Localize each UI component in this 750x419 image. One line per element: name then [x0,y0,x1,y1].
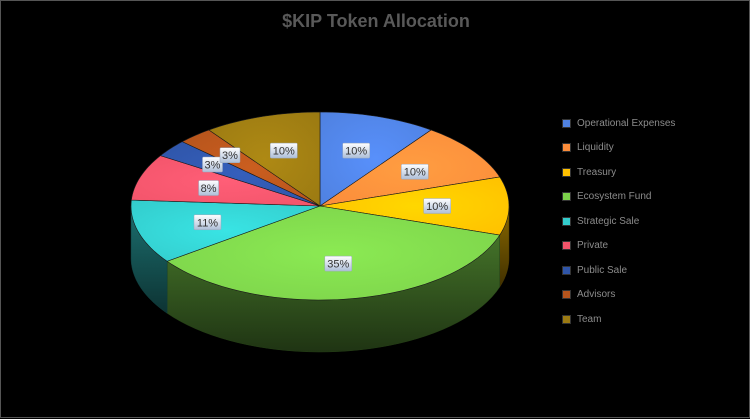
legend-swatch [562,290,571,300]
legend-label: Team [577,313,602,325]
pie-slice-advisors [181,129,321,207]
pie-slice-ecosystem-fund [166,205,501,301]
legend-swatch [562,143,571,153]
legend-label: Public Sale [577,264,628,276]
legend-label: Advisors [577,289,616,301]
legend-swatch [562,167,571,177]
svg-text:11%: 11% [197,217,218,229]
legend-swatch [562,192,571,202]
pie-slice-operational-expenses [319,111,432,207]
data-label-advisors: 3% [219,147,241,163]
legend-item: Liquidity [562,136,742,161]
legend-item: Ecosystem Fund [562,185,742,210]
legend-item: Treasury [562,160,742,185]
legend-label: Treasury [577,166,617,178]
chart-legend: Operational Expenses Liquidity Treasury Eco… [562,111,742,332]
svg-text:10%: 10% [426,201,448,213]
pie-slice-private [131,155,321,207]
legend-swatch [562,265,571,275]
legend-item: Strategic Sale [562,209,742,234]
svg-text:8%: 8% [201,183,217,195]
svg-text:10%: 10% [404,167,426,179]
legend-swatch [562,118,571,128]
data-label-operational-expenses: 10% [342,142,370,159]
legend-swatch [562,314,571,324]
legend-label: Operational Expenses [577,117,676,129]
legend-item: Public Sale [562,258,742,283]
pie-slice-team [208,111,321,207]
legend-item: Private [562,234,742,259]
svg-text:35%: 35% [327,259,349,271]
legend-item: Advisors [562,283,742,308]
legend-label: Private [577,240,609,252]
pie-slice-public-sale [159,141,321,207]
svg-text:10%: 10% [345,146,367,158]
legend-label: Strategic Sale [577,215,640,227]
legend-item: Team [562,307,742,332]
pie-slice-treasury [319,176,510,236]
legend-label: Liquidity [577,142,614,154]
legend-item: Operational Expenses [562,111,742,136]
data-label-strategic-sale: 11% [193,214,222,231]
data-label-ecosystem-fund: 35% [324,255,353,272]
legend-swatch [562,241,571,251]
svg-text:3%: 3% [205,160,221,172]
legend-swatch [562,216,571,226]
chart-title: $KIP Token Allocation [282,11,470,31]
data-label-public-sale: 3% [202,156,223,173]
svg-text:10%: 10% [273,146,295,158]
data-label-team: 10% [270,142,298,159]
data-label-treasury: 10% [423,198,451,214]
data-label-private: 8% [198,180,219,196]
svg-text:3%: 3% [222,150,238,162]
legend-label: Ecosystem Fund [577,191,652,203]
pie-slice-strategic-sale [130,199,321,262]
data-label-liquidity: 10% [401,163,429,180]
